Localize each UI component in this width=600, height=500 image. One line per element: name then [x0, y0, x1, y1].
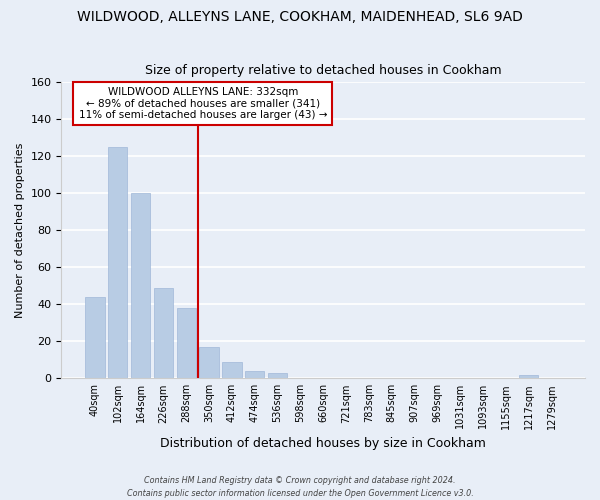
Bar	[519, 374, 538, 378]
Title: Size of property relative to detached houses in Cookham: Size of property relative to detached ho…	[145, 64, 502, 77]
Y-axis label: Number of detached properties: Number of detached properties	[15, 142, 25, 318]
Bar	[222, 362, 242, 378]
Bar	[268, 373, 287, 378]
Bar	[131, 194, 150, 378]
Bar	[199, 347, 219, 378]
Bar	[154, 288, 173, 378]
Text: WILDWOOD, ALLEYNS LANE, COOKHAM, MAIDENHEAD, SL6 9AD: WILDWOOD, ALLEYNS LANE, COOKHAM, MAIDENH…	[77, 10, 523, 24]
Text: WILDWOOD ALLEYNS LANE: 332sqm
← 89% of detached houses are smaller (341)
11% of : WILDWOOD ALLEYNS LANE: 332sqm ← 89% of d…	[79, 87, 327, 120]
Bar	[85, 297, 104, 378]
X-axis label: Distribution of detached houses by size in Cookham: Distribution of detached houses by size …	[160, 437, 486, 450]
Bar	[176, 308, 196, 378]
Text: Contains HM Land Registry data © Crown copyright and database right 2024.
Contai: Contains HM Land Registry data © Crown c…	[127, 476, 473, 498]
Bar	[108, 147, 127, 378]
Bar	[245, 371, 265, 378]
